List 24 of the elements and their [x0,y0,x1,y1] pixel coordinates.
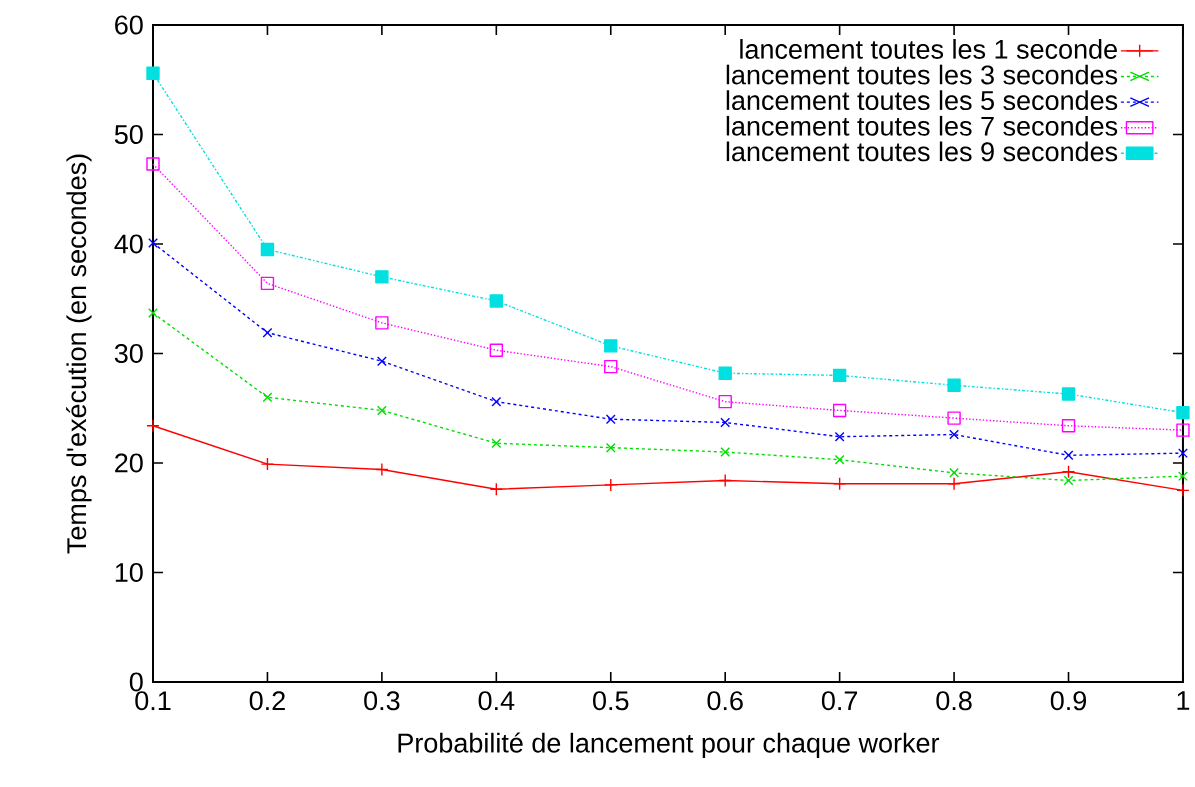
y-axis-title: Temps d'exécution (en secondes) [66,154,92,554]
x-tick-label: 1 [1177,691,1190,710]
y-tick-label: 20 [115,453,143,473]
y-tick-label: 40 [114,234,143,254]
y-tick-label: 60 [115,15,143,35]
x-tick-label: 0.5 [593,691,629,711]
x-tick-label: 0.2 [249,691,285,711]
legend-label: lancement toutes les 1 seconde [740,39,1117,59]
x-tick-label: 0.7 [821,691,858,711]
legend-label: lancement toutes les 3 secondes [726,64,1118,85]
y-tick-label: 10 [115,562,143,583]
x-tick-label: 0.1 [135,691,171,711]
x-tick-label: 0.3 [364,691,400,711]
x-tick-label: 0.6 [707,691,743,711]
legend-label: lancement toutes les 9 secondes [726,141,1118,162]
x-tick-label: 0.9 [1050,691,1087,711]
legend-label: lancement toutes les 7 secondes [726,115,1118,136]
x-tick-label: 0.4 [478,691,515,711]
y-tick-label: 50 [114,124,143,145]
y-tick-label: 0 [129,672,143,692]
x-tick-label: 0.8 [936,691,972,711]
x-axis-title: Probabilité de lancement pour chaque worker [398,732,940,758]
legend-label: lancement toutes les 5 secondes [726,90,1118,111]
y-tick-label: 30 [114,343,143,364]
